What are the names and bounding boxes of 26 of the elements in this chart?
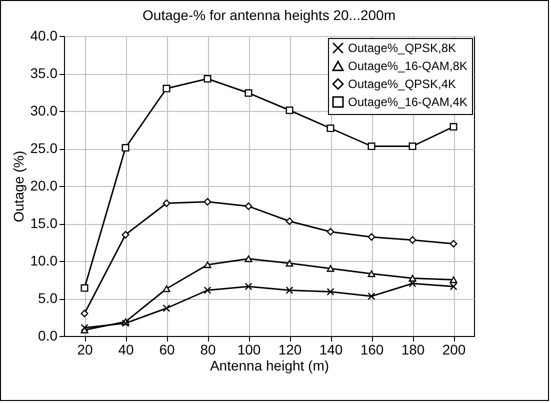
x-tick-label: 80 — [200, 342, 216, 358]
legend-label: Outage%_16-QAM,4K — [348, 95, 468, 109]
x-tick-label: 60 — [159, 342, 175, 358]
x-tick-label: 180 — [401, 342, 425, 358]
y-axis-title: Outage (%) — [10, 150, 26, 222]
x-tick-label: 160 — [360, 342, 384, 358]
y-tick-label: 10.0 — [30, 252, 58, 268]
x-axis-title: Antenna height (m) — [210, 358, 330, 374]
y-tick-label: 30.0 — [30, 102, 58, 118]
y-tick-label: 15.0 — [30, 215, 58, 231]
y-tick-label: 0.0 — [38, 328, 58, 344]
y-tick-label: 5.0 — [38, 290, 58, 306]
x-tick-label: 40 — [118, 342, 134, 358]
y-tick-label: 20.0 — [30, 178, 58, 194]
x-tick-label: 140 — [319, 342, 343, 358]
y-tick-label: 35.0 — [30, 65, 58, 81]
x-tick-label: 20 — [77, 342, 93, 358]
legend-label: Outage%_QPSK,8K — [348, 41, 456, 55]
x-tick-label: 100 — [237, 342, 261, 358]
y-tick-label: 40.0 — [30, 28, 58, 44]
legend-label: Outage%_QPSK,4K — [348, 77, 456, 91]
x-tick-label: 200 — [442, 342, 466, 358]
y-tick-label: 25.0 — [30, 140, 58, 156]
legend-label: Outage%_16-QAM,8K — [348, 59, 468, 73]
x-tick-label: 120 — [278, 342, 302, 358]
chart-title: Outage-% for antenna heights 20...200m — [142, 7, 396, 23]
